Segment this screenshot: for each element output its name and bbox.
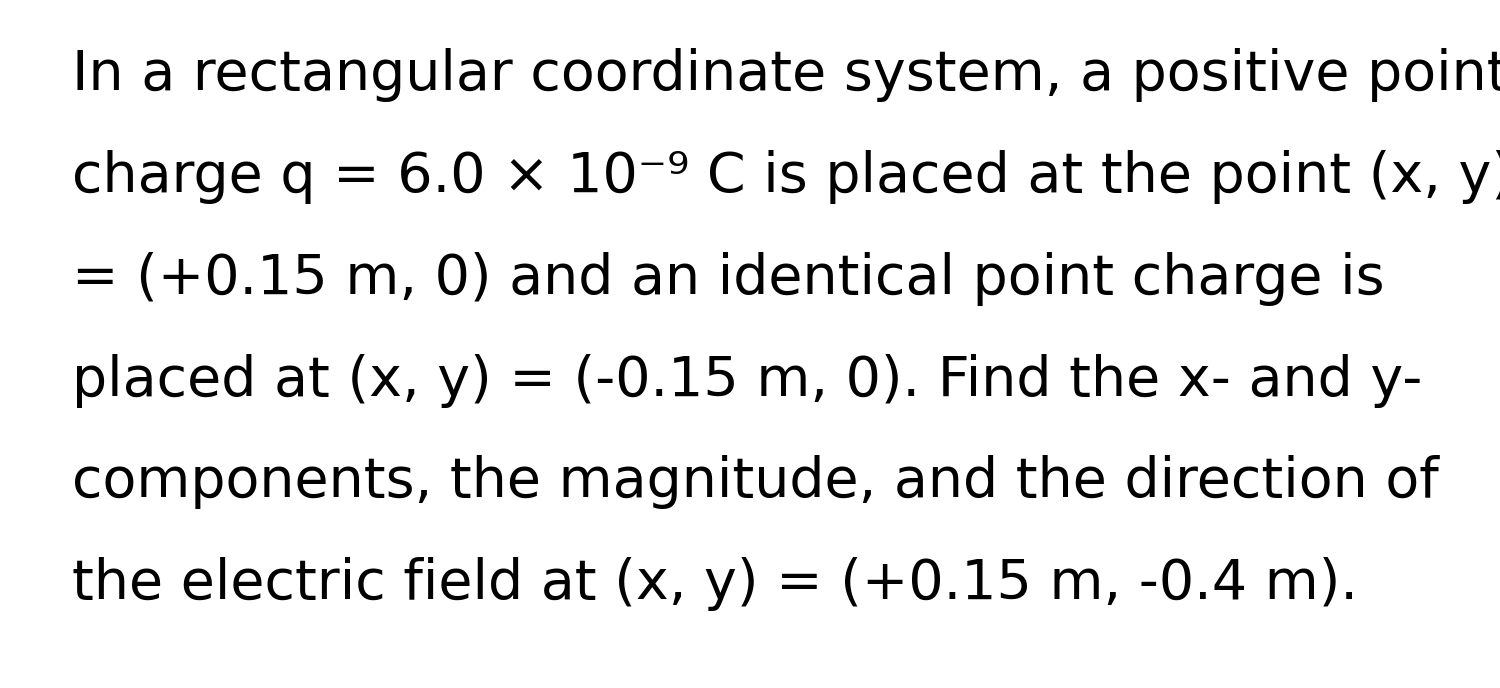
Text: charge q = 6.0 × 10⁻⁹ C is placed at the point (x, y): charge q = 6.0 × 10⁻⁹ C is placed at the… <box>72 150 1500 204</box>
Text: In a rectangular coordinate system, a positive point: In a rectangular coordinate system, a po… <box>72 48 1500 102</box>
Text: = (+0.15 m, 0) and an identical point charge is: = (+0.15 m, 0) and an identical point ch… <box>72 252 1384 305</box>
Text: placed at (x, y) = (-0.15 m, 0). Find the x- and y-: placed at (x, y) = (-0.15 m, 0). Find th… <box>72 354 1422 407</box>
Text: components, the magnitude, and the direction of: components, the magnitude, and the direc… <box>72 455 1438 509</box>
Text: the electric field at (x, y) = (+0.15 m, -0.4 m).: the electric field at (x, y) = (+0.15 m,… <box>72 557 1358 611</box>
